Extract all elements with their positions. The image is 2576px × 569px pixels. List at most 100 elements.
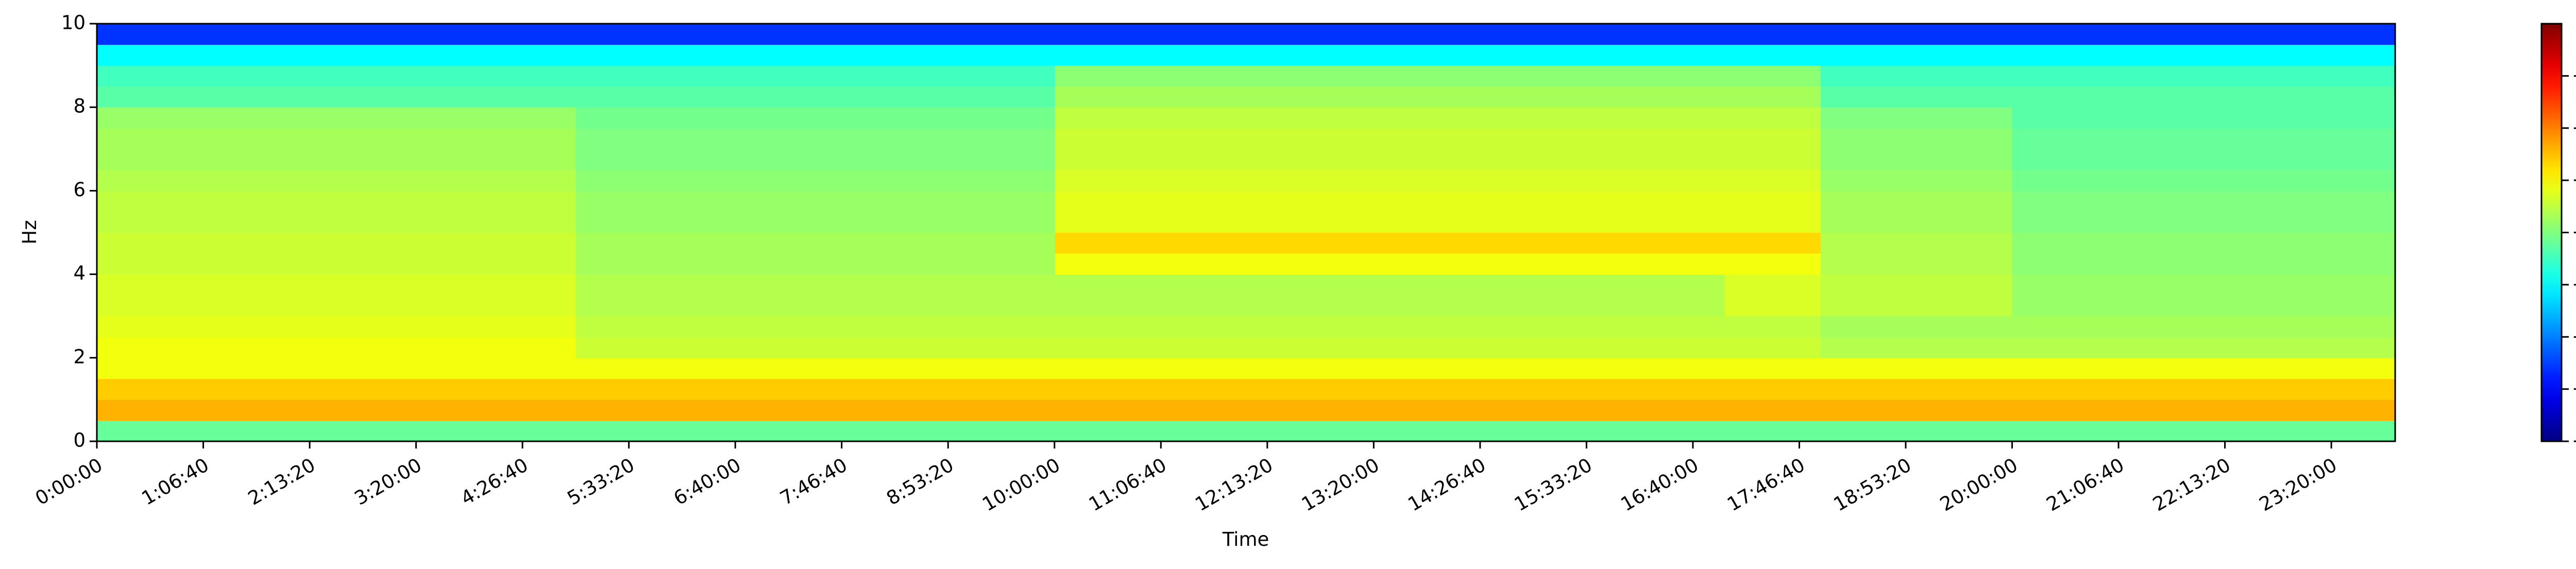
spectrogram-cell xyxy=(1629,316,1725,337)
spectrogram-cell xyxy=(2204,295,2300,317)
spectrogram-cell xyxy=(1820,399,1917,421)
spectrogram-cell xyxy=(1054,107,1151,129)
spectrogram-cell xyxy=(863,295,959,317)
spectrogram-cell xyxy=(1342,295,1438,317)
spectrogram-cell xyxy=(97,399,193,421)
spectrogram-cell xyxy=(2012,295,2108,317)
spectrogram-cell xyxy=(2299,316,2396,337)
spectrogram-cell xyxy=(1629,274,1725,296)
spectrogram-cell xyxy=(384,399,480,421)
spectrogram-cell xyxy=(288,232,385,254)
spectrogram-cell xyxy=(480,44,576,66)
spectrogram-cell xyxy=(480,399,576,421)
spectrogram-cell xyxy=(1724,357,1821,379)
spectrogram-cell xyxy=(671,128,768,149)
spectrogram-cell xyxy=(671,107,768,129)
spectrogram-cell xyxy=(1916,295,2012,317)
spectrogram-cell xyxy=(1342,274,1438,296)
spectrogram-cell xyxy=(1150,191,1246,212)
spectrogram-cell xyxy=(1916,420,2012,442)
spectrogram-cell xyxy=(1437,378,1534,400)
spectrogram-cell xyxy=(671,211,768,233)
spectrogram-cell xyxy=(1533,378,1630,400)
spectrogram-cell xyxy=(384,295,480,317)
spectrogram-cell xyxy=(192,86,289,108)
spectrogram-cell xyxy=(2204,191,2300,212)
spectrogram-cell xyxy=(1724,169,1821,191)
spectrogram-cell xyxy=(671,274,768,296)
spectrogram-cell xyxy=(958,357,1055,379)
spectrogram-cell xyxy=(863,211,959,233)
spectrogram-cell xyxy=(767,86,863,108)
spectrogram-cell xyxy=(671,149,768,170)
spectrogram-cell xyxy=(288,357,385,379)
spectrogram-cell xyxy=(575,420,672,442)
spectrogram-cell xyxy=(97,232,193,254)
spectrogram-cell xyxy=(1629,44,1725,66)
spectrogram-cell xyxy=(671,232,768,254)
spectrogram-cell xyxy=(288,253,385,275)
spectrogram-cell xyxy=(1054,128,1151,149)
spectrogram-cell xyxy=(2299,107,2396,129)
spectrogram-cell xyxy=(1533,274,1630,296)
spectrogram-cell xyxy=(2108,316,2204,337)
spectrogram-cell xyxy=(1246,274,1342,296)
spectrogram-cell xyxy=(2299,65,2396,87)
spectrogram-cell xyxy=(288,420,385,442)
spectrogram-cell xyxy=(192,357,289,379)
spectrogram-cell xyxy=(1820,232,1917,254)
spectrogram-cell xyxy=(1533,420,1630,442)
spectrogram-cell xyxy=(288,211,385,233)
spectrogram-cell xyxy=(2108,24,2204,45)
spectrogram-cell xyxy=(288,44,385,66)
spectrogram-cell xyxy=(1342,24,1438,45)
spectrogram-cell xyxy=(1437,253,1534,275)
spectrogram-cell xyxy=(1724,65,1821,87)
spectrogram-cell xyxy=(2108,357,2204,379)
spectrogram-cell xyxy=(1533,232,1630,254)
spectrogram-cell xyxy=(384,128,480,149)
spectrogram-cell xyxy=(2108,399,2204,421)
colorbar-tick-label: -70 dB xyxy=(2573,377,2576,399)
x-tick-label: 23:20:00 xyxy=(2256,454,2341,515)
spectrogram-cell xyxy=(1342,357,1438,379)
spectrogram-cell xyxy=(767,191,863,212)
spectrogram-cell xyxy=(384,211,480,233)
spectrogram-cell xyxy=(1342,378,1438,400)
spectrogram-cell xyxy=(2204,211,2300,233)
colorbar-tick-label: -20 dB xyxy=(2573,116,2576,138)
spectrogram-cell xyxy=(1342,65,1438,87)
spectrogram-cell xyxy=(1916,191,2012,212)
spectrogram-cell xyxy=(2012,420,2108,442)
spectrogram-cell xyxy=(480,65,576,87)
spectrogram-cell xyxy=(958,337,1055,358)
spectrogram-cell xyxy=(1916,232,2012,254)
spectrogram-cell xyxy=(1437,232,1534,254)
spectrogram-cell xyxy=(480,274,576,296)
spectrogram-cell xyxy=(1820,253,1917,275)
spectrogram-cell xyxy=(2108,44,2204,66)
spectrogram-cell xyxy=(1820,337,1917,358)
spectrogram-cell xyxy=(1533,169,1630,191)
y-tick-label: 8 xyxy=(73,95,86,117)
spectrogram-cell xyxy=(2299,399,2396,421)
spectrogram-cell xyxy=(384,65,480,87)
spectrogram-cell xyxy=(192,378,289,400)
spectrogram-cell xyxy=(1724,316,1821,337)
spectrogram-cell xyxy=(1437,274,1534,296)
spectrogram-cell xyxy=(1342,128,1438,149)
spectrogram-cell xyxy=(480,253,576,275)
spectrogram-cell xyxy=(671,399,768,421)
spectrogram-cell xyxy=(1437,420,1534,442)
spectrogram-cell xyxy=(288,337,385,358)
spectrogram-cell xyxy=(1054,316,1151,337)
spectrogram-cell xyxy=(1629,357,1725,379)
spectrogram-cell xyxy=(1724,274,1821,296)
spectrogram-cell xyxy=(958,253,1055,275)
spectrogram-cell xyxy=(1150,211,1246,233)
spectrogram-cell xyxy=(1246,86,1342,108)
spectrogram-cell xyxy=(958,295,1055,317)
x-tick-label: 12:13:20 xyxy=(1191,454,1276,515)
spectrogram-cell xyxy=(1820,107,1917,129)
spectrogram-cell xyxy=(1342,399,1438,421)
